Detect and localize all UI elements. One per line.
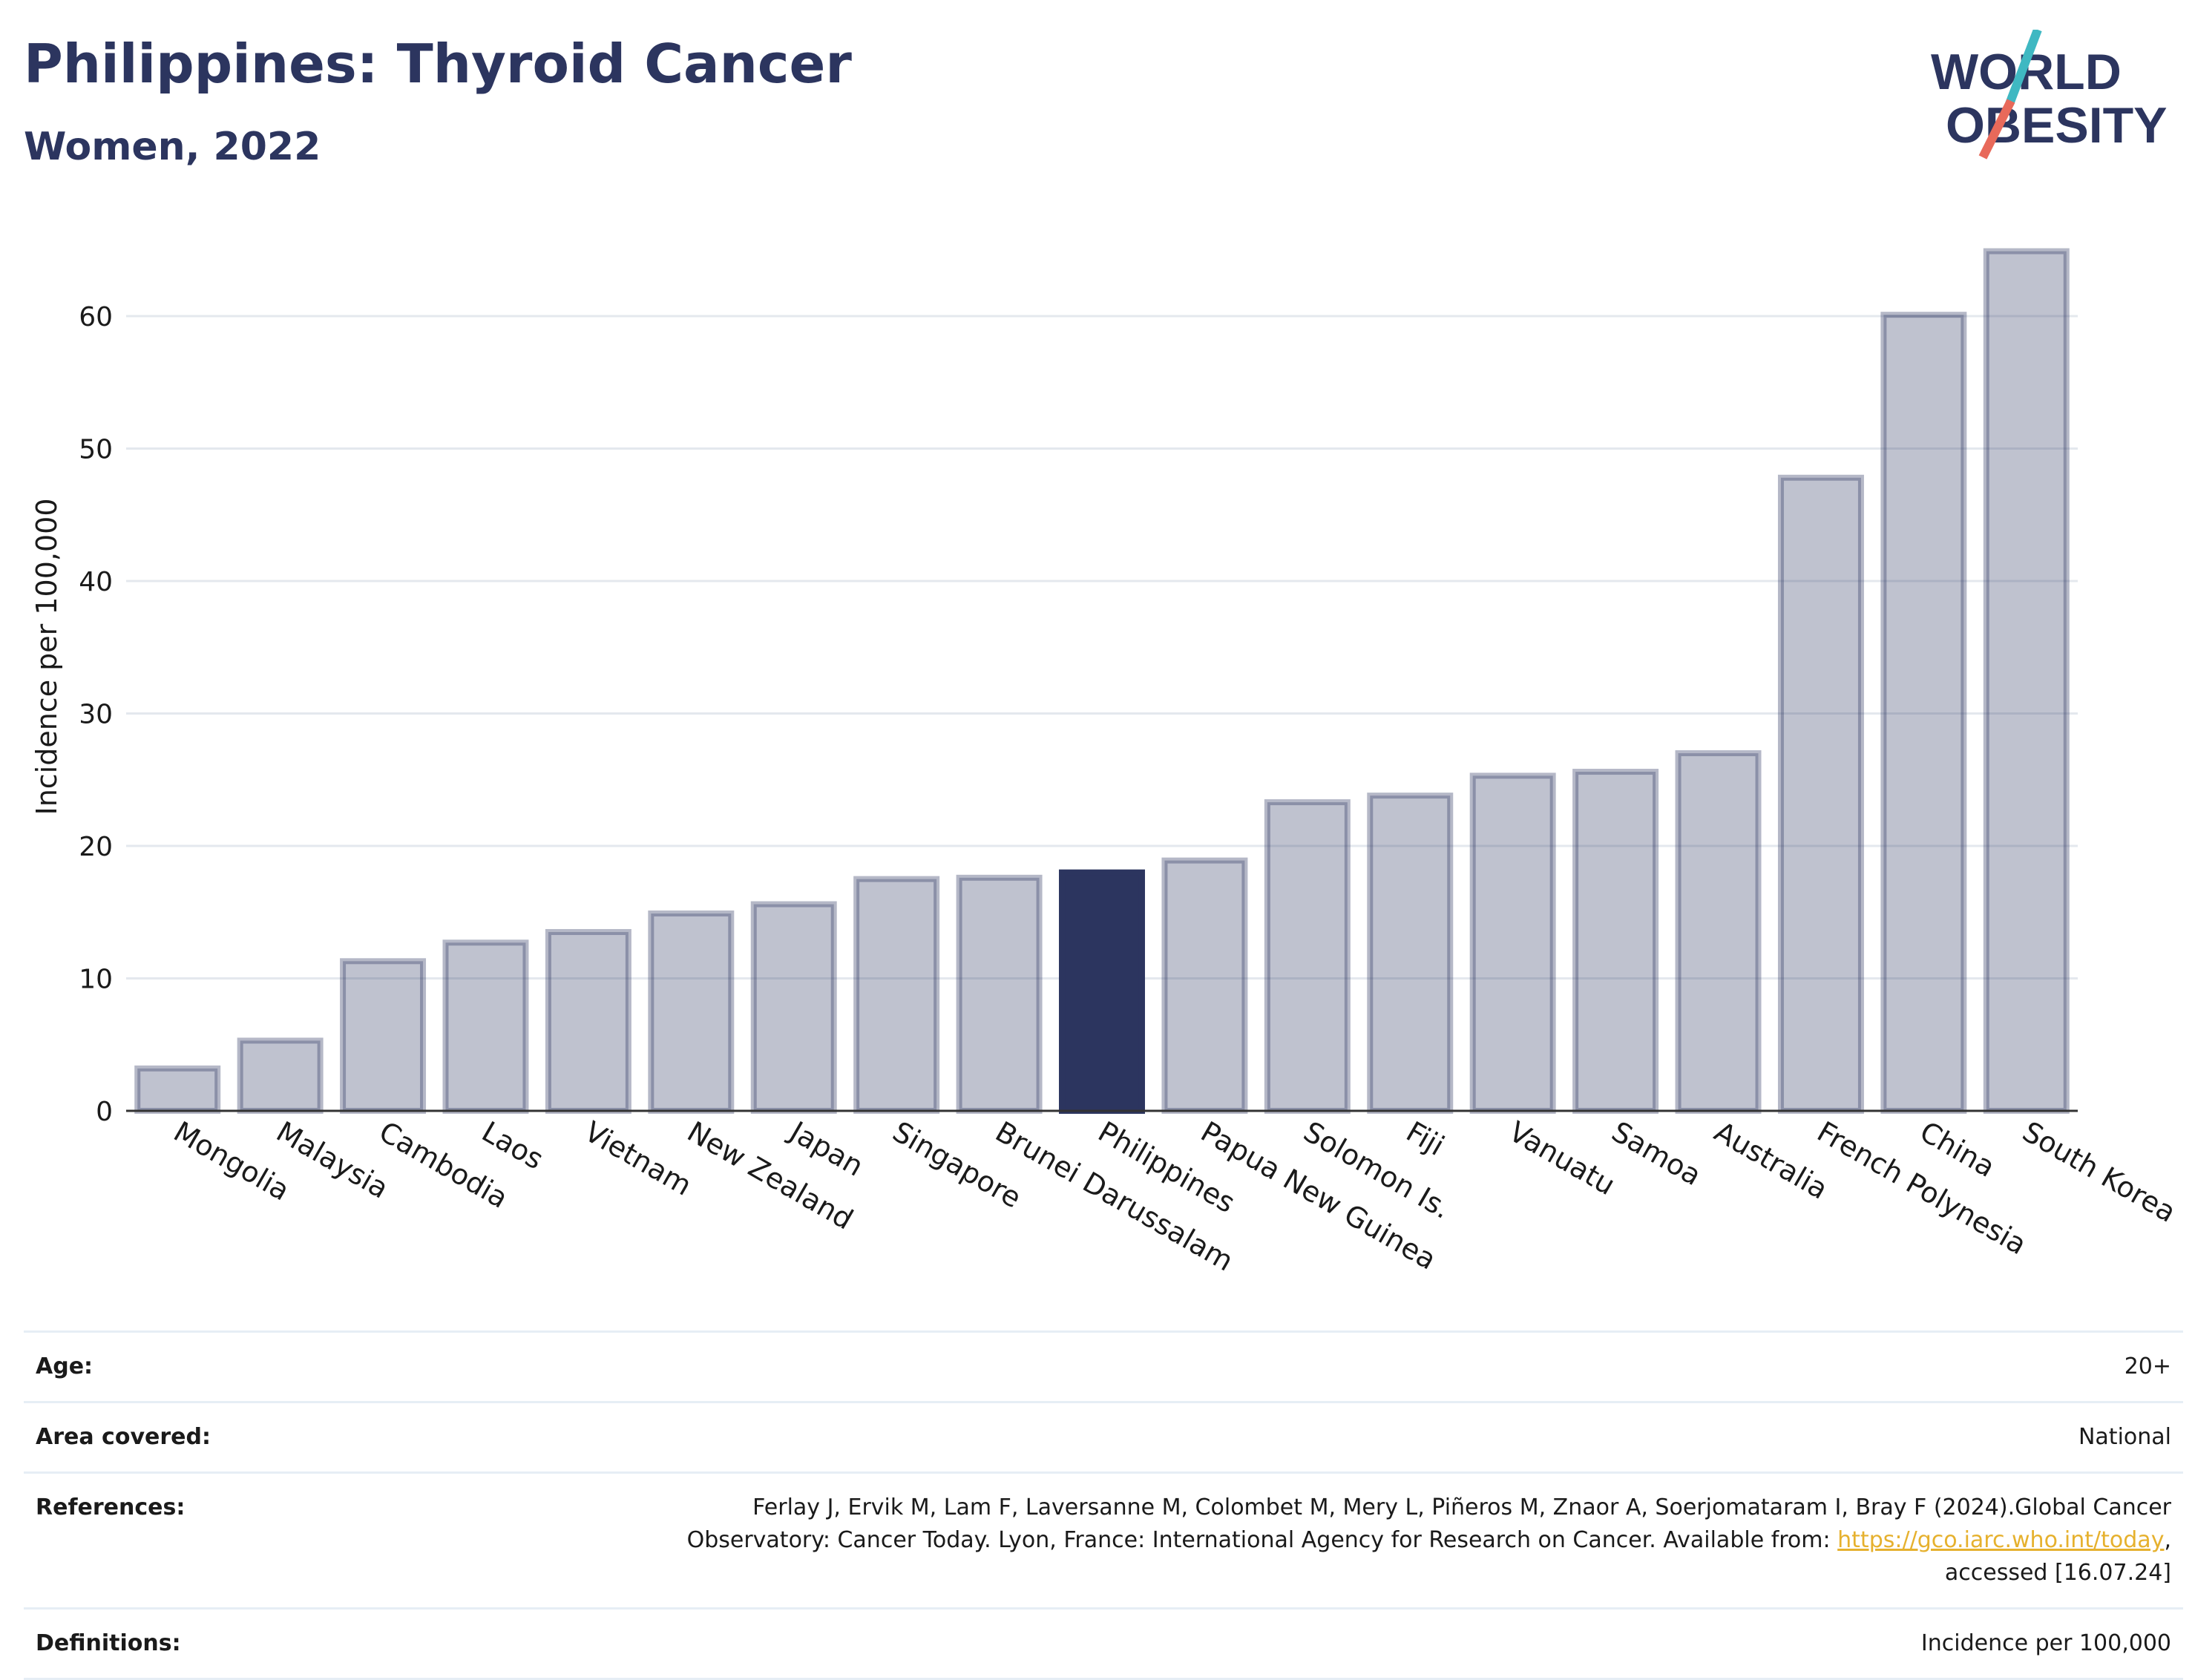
meta-label-definitions: Definitions: xyxy=(36,1630,181,1656)
chart-subtitle: Women, 2022 xyxy=(24,125,321,169)
logo-slash-top xyxy=(2005,30,2042,106)
bar-singapore xyxy=(853,876,940,1114)
x-tick-label: Vietnam xyxy=(579,1115,697,1202)
x-tick-label: Vanuatu xyxy=(1503,1115,1621,1201)
logo-line-2: OBESITY xyxy=(1946,97,2168,154)
meta-row-references: References: Ferlay J, Ervik M, Lam F, La… xyxy=(24,1474,2183,1610)
y-axis-label: Incidence per 100,000 xyxy=(30,498,63,815)
bar-solomon-is xyxy=(1264,799,1351,1114)
meta-value-age: 20+ xyxy=(2124,1353,2171,1379)
bar-cambodia xyxy=(340,958,427,1115)
reference-text: Ferlay J, Ervik M, Lam F, Laversanne M, … xyxy=(686,1494,2171,1553)
bar-samoa xyxy=(1572,769,1659,1115)
bar-vanuatu xyxy=(1469,772,1556,1115)
bar-malaysia xyxy=(237,1037,324,1115)
bar-philippines xyxy=(1059,869,1145,1114)
x-tick-label: Laos xyxy=(476,1115,549,1176)
y-tick-label: 20 xyxy=(79,832,113,862)
meta-value-references: Ferlay J, Ervik M, Lam F, Laversanne M, … xyxy=(613,1492,2171,1589)
x-tick-label: Samoa xyxy=(1607,1115,1707,1192)
bar-fiji xyxy=(1367,793,1454,1115)
metadata-table: Age: 20+ Area covered: National Referenc… xyxy=(24,1330,2183,1680)
y-tick-label: 50 xyxy=(79,435,113,465)
x-tick-label: Fiji xyxy=(1401,1115,1450,1162)
world-obesity-logo: WORLD OBESITY xyxy=(1931,30,2168,160)
logo-slash-bottom xyxy=(1978,99,2015,160)
meta-row-definitions: Definitions: Incidence per 100,000 xyxy=(24,1610,2183,1680)
y-tick-label: 30 xyxy=(79,700,113,730)
bar-french-polynesia xyxy=(1777,474,1864,1114)
reference-link[interactable]: https://gco.iarc.who.int/today xyxy=(1837,1527,2165,1553)
meta-label-age: Age: xyxy=(36,1353,93,1379)
x-tick-label: South Korea xyxy=(2017,1115,2181,1229)
bar-japan xyxy=(750,901,837,1115)
bar-south-korea xyxy=(1983,248,2070,1114)
y-tick-label: 60 xyxy=(79,302,113,332)
reference-accessed: , accessed [16.07.24] xyxy=(1944,1527,2171,1586)
meta-label-area: Area covered: xyxy=(36,1424,211,1450)
bar-australia xyxy=(1675,750,1762,1114)
y-tick-label: 10 xyxy=(79,965,113,995)
meta-label-references: References: xyxy=(36,1494,186,1520)
meta-row-age: Age: 20+ xyxy=(24,1333,2183,1403)
x-tick-label: Mongolia xyxy=(168,1115,295,1207)
meta-row-area: Area covered: National xyxy=(24,1403,2183,1474)
bar-brunei-darussalam xyxy=(956,874,1043,1114)
meta-value-area: National xyxy=(2078,1424,2171,1450)
bar-vietnam xyxy=(545,929,631,1115)
bar-laos xyxy=(442,939,529,1115)
x-tick-label: Australia xyxy=(1709,1115,1834,1206)
y-tick-label: 0 xyxy=(96,1097,113,1127)
y-tick-label: 40 xyxy=(79,567,113,597)
bars xyxy=(134,248,2070,1115)
chart-title: Philippines: Thyroid Cancer xyxy=(24,33,852,95)
meta-value-definitions: Incidence per 100,000 xyxy=(1920,1630,2171,1656)
bar-papua-new-guinea xyxy=(1161,857,1248,1114)
bar-new-zealand xyxy=(648,910,735,1115)
bar-china xyxy=(1880,312,1967,1115)
x-tick-label: Malaysia xyxy=(271,1115,394,1205)
bar-mongolia xyxy=(134,1065,221,1115)
y-axis-ticks: 0 10 20 30 40 50 60 xyxy=(79,302,113,1127)
